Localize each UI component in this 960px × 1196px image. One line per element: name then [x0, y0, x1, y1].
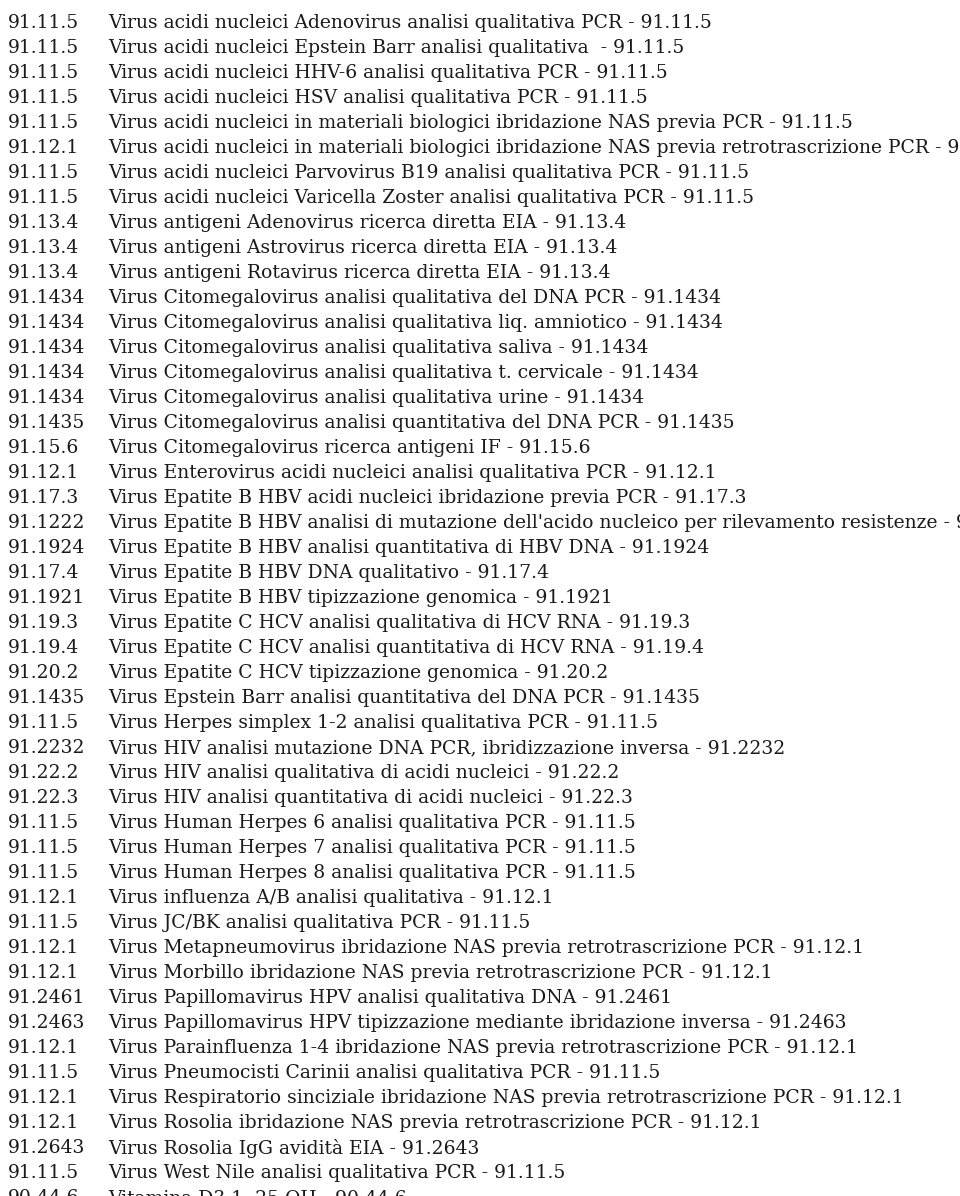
Text: 91.17.4: 91.17.4	[8, 565, 80, 582]
Text: 91.12.1: 91.12.1	[8, 1113, 80, 1131]
Text: Virus Parainfluenza 1-4 ibridazione NAS previa retrotrascrizione PCR - 91.12.1: Virus Parainfluenza 1-4 ibridazione NAS …	[108, 1039, 858, 1057]
Text: 91.12.1: 91.12.1	[8, 139, 80, 157]
Text: Virus Pneumocisti Carinii analisi qualitativa PCR - 91.11.5: Virus Pneumocisti Carinii analisi qualit…	[108, 1064, 660, 1082]
Text: 91.12.1: 91.12.1	[8, 464, 80, 482]
Text: Virus Enterovirus acidi nucleici analisi qualitativa PCR - 91.12.1: Virus Enterovirus acidi nucleici analisi…	[108, 464, 716, 482]
Text: Virus Epatite B HBV DNA qualitativo - 91.17.4: Virus Epatite B HBV DNA qualitativo - 91…	[108, 565, 549, 582]
Text: 91.1924: 91.1924	[8, 539, 85, 557]
Text: 91.11.5: 91.11.5	[8, 840, 80, 858]
Text: 91.22.2: 91.22.2	[8, 764, 80, 782]
Text: 91.2461: 91.2461	[8, 989, 85, 1007]
Text: 91.1222: 91.1222	[8, 514, 85, 532]
Text: Virus acidi nucleici Adenovirus analisi qualitativa PCR - 91.11.5: Virus acidi nucleici Adenovirus analisi …	[108, 14, 712, 32]
Text: 91.12.1: 91.12.1	[8, 1039, 80, 1057]
Text: Virus Citomegalovirus analisi qualitativa saliva - 91.1434: Virus Citomegalovirus analisi qualitativ…	[108, 338, 648, 356]
Text: 91.1434: 91.1434	[8, 315, 85, 332]
Text: 91.11.5: 91.11.5	[8, 864, 80, 881]
Text: Virus Rosolia IgG avidità EIA - 91.2643: Virus Rosolia IgG avidità EIA - 91.2643	[108, 1139, 479, 1158]
Text: 91.1434: 91.1434	[8, 364, 85, 382]
Text: 91.13.4: 91.13.4	[8, 214, 80, 232]
Text: Virus Herpes simplex 1-2 analisi qualitativa PCR - 91.11.5: Virus Herpes simplex 1-2 analisi qualita…	[108, 714, 659, 732]
Text: 91.2643: 91.2643	[8, 1139, 85, 1157]
Text: Virus Morbillo ibridazione NAS previa retrotrascrizione PCR - 91.12.1: Virus Morbillo ibridazione NAS previa re…	[108, 964, 773, 982]
Text: 91.12.1: 91.12.1	[8, 939, 80, 957]
Text: Virus acidi nucleici HHV-6 analisi qualitativa PCR - 91.11.5: Virus acidi nucleici HHV-6 analisi quali…	[108, 65, 668, 83]
Text: 91.15.6: 91.15.6	[8, 439, 80, 457]
Text: 91.12.1: 91.12.1	[8, 889, 80, 907]
Text: 91.2463: 91.2463	[8, 1014, 85, 1032]
Text: Virus Metapneumovirus ibridazione NAS previa retrotrascrizione PCR - 91.12.1: Virus Metapneumovirus ibridazione NAS pr…	[108, 939, 864, 957]
Text: Virus HIV analisi quantitativa di acidi nucleici - 91.22.3: Virus HIV analisi quantitativa di acidi …	[108, 789, 633, 807]
Text: Virus acidi nucleici in materiali biologici ibridazione NAS previa retrotrascriz: Virus acidi nucleici in materiali biolog…	[108, 139, 960, 157]
Text: Virus Epatite B HBV tipizzazione genomica - 91.1921: Virus Epatite B HBV tipizzazione genomic…	[108, 588, 612, 608]
Text: Virus Citomegalovirus ricerca antigeni IF - 91.15.6: Virus Citomegalovirus ricerca antigeni I…	[108, 439, 590, 457]
Text: 91.1921: 91.1921	[8, 588, 85, 608]
Text: Virus Human Herpes 6 analisi qualitativa PCR - 91.11.5: Virus Human Herpes 6 analisi qualitativa…	[108, 814, 636, 832]
Text: 91.12.1: 91.12.1	[8, 964, 80, 982]
Text: Virus Epatite C HCV analisi quantitativa di HCV RNA - 91.19.4: Virus Epatite C HCV analisi quantitativa…	[108, 639, 704, 657]
Text: Virus Epstein Barr analisi quantitativa del DNA PCR - 91.1435: Virus Epstein Barr analisi quantitativa …	[108, 689, 700, 707]
Text: 91.22.3: 91.22.3	[8, 789, 80, 807]
Text: Virus antigeni Rotavirus ricerca diretta EIA - 91.13.4: Virus antigeni Rotavirus ricerca diretta…	[108, 264, 611, 282]
Text: 91.11.5: 91.11.5	[8, 814, 80, 832]
Text: Virus Human Herpes 8 analisi qualitativa PCR - 91.11.5: Virus Human Herpes 8 analisi qualitativa…	[108, 864, 636, 881]
Text: 91.11.5: 91.11.5	[8, 14, 80, 32]
Text: 91.11.5: 91.11.5	[8, 89, 80, 106]
Text: 91.11.5: 91.11.5	[8, 164, 80, 182]
Text: Virus Citomegalovirus analisi qualitativa t. cervicale - 91.1434: Virus Citomegalovirus analisi qualitativ…	[108, 364, 699, 382]
Text: 91.1434: 91.1434	[8, 289, 85, 307]
Text: 91.11.5: 91.11.5	[8, 1064, 80, 1082]
Text: Virus Citomegalovirus analisi qualitativa del DNA PCR - 91.1434: Virus Citomegalovirus analisi qualitativ…	[108, 289, 721, 307]
Text: 91.17.3: 91.17.3	[8, 489, 80, 507]
Text: Virus Epatite C HCV analisi qualitativa di HCV RNA - 91.19.3: Virus Epatite C HCV analisi qualitativa …	[108, 614, 690, 631]
Text: Virus Citomegalovirus analisi qualitativa liq. amniotico - 91.1434: Virus Citomegalovirus analisi qualitativ…	[108, 315, 723, 332]
Text: 91.12.1: 91.12.1	[8, 1090, 80, 1107]
Text: Virus influenza A/B analisi qualitativa - 91.12.1: Virus influenza A/B analisi qualitativa …	[108, 889, 554, 907]
Text: 91.11.5: 91.11.5	[8, 65, 80, 83]
Text: 91.11.5: 91.11.5	[8, 189, 80, 207]
Text: 91.11.5: 91.11.5	[8, 39, 80, 57]
Text: Virus Rosolia ibridazione NAS previa retrotrascrizione PCR - 91.12.1: Virus Rosolia ibridazione NAS previa ret…	[108, 1113, 761, 1131]
Text: Virus acidi nucleici Epstein Barr analisi qualitativa  - 91.11.5: Virus acidi nucleici Epstein Barr analis…	[108, 39, 684, 57]
Text: 91.1435: 91.1435	[8, 689, 85, 707]
Text: Virus Papillomavirus HPV analisi qualitativa DNA - 91.2461: Virus Papillomavirus HPV analisi qualita…	[108, 989, 672, 1007]
Text: Virus acidi nucleici HSV analisi qualitativa PCR - 91.11.5: Virus acidi nucleici HSV analisi qualita…	[108, 89, 648, 106]
Text: 91.13.4: 91.13.4	[8, 239, 80, 257]
Text: Virus acidi nucleici Varicella Zoster analisi qualitativa PCR - 91.11.5: Virus acidi nucleici Varicella Zoster an…	[108, 189, 755, 207]
Text: Virus Human Herpes 7 analisi qualitativa PCR - 91.11.5: Virus Human Herpes 7 analisi qualitativa…	[108, 840, 636, 858]
Text: 91.19.3: 91.19.3	[8, 614, 79, 631]
Text: 91.1434: 91.1434	[8, 338, 85, 356]
Text: 90.44.6: 90.44.6	[8, 1189, 80, 1196]
Text: Virus Epatite B HBV analisi quantitativa di HBV DNA - 91.1924: Virus Epatite B HBV analisi quantitativa…	[108, 539, 709, 557]
Text: 91.11.5: 91.11.5	[8, 914, 80, 932]
Text: Virus Citomegalovirus analisi qualitativa urine - 91.1434: Virus Citomegalovirus analisi qualitativ…	[108, 389, 644, 407]
Text: Virus HIV analisi mutazione DNA PCR, ibridizzazione inversa - 91.2232: Virus HIV analisi mutazione DNA PCR, ibr…	[108, 739, 785, 757]
Text: 91.1435: 91.1435	[8, 414, 85, 432]
Text: Vitamina D3 1, 25 OH - 90.44.6: Vitamina D3 1, 25 OH - 90.44.6	[108, 1189, 407, 1196]
Text: 91.1434: 91.1434	[8, 389, 85, 407]
Text: 91.2232: 91.2232	[8, 739, 85, 757]
Text: Virus HIV analisi qualitativa di acidi nucleici - 91.22.2: Virus HIV analisi qualitativa di acidi n…	[108, 764, 619, 782]
Text: Virus antigeni Astrovirus ricerca diretta EIA - 91.13.4: Virus antigeni Astrovirus ricerca dirett…	[108, 239, 617, 257]
Text: Virus acidi nucleici Parvovirus B19 analisi qualitativa PCR - 91.11.5: Virus acidi nucleici Parvovirus B19 anal…	[108, 164, 749, 182]
Text: Virus West Nile analisi qualitativa PCR - 91.11.5: Virus West Nile analisi qualitativa PCR …	[108, 1164, 565, 1182]
Text: Virus Respiratorio sinciziale ibridazione NAS previa retrotrascrizione PCR - 91.: Virus Respiratorio sinciziale ibridazion…	[108, 1090, 903, 1107]
Text: Virus acidi nucleici in materiali biologici ibridazione NAS previa PCR - 91.11.5: Virus acidi nucleici in materiali biolog…	[108, 114, 852, 132]
Text: Virus antigeni Adenovirus ricerca diretta EIA - 91.13.4: Virus antigeni Adenovirus ricerca dirett…	[108, 214, 626, 232]
Text: 91.20.2: 91.20.2	[8, 664, 80, 682]
Text: Virus Epatite C HCV tipizzazione genomica - 91.20.2: Virus Epatite C HCV tipizzazione genomic…	[108, 664, 609, 682]
Text: Virus Epatite B HBV acidi nucleici ibridazione previa PCR - 91.17.3: Virus Epatite B HBV acidi nucleici ibrid…	[108, 489, 747, 507]
Text: 91.19.4: 91.19.4	[8, 639, 80, 657]
Text: Virus Epatite B HBV analisi di mutazione dell'acido nucleico per rilevamento res: Virus Epatite B HBV analisi di mutazione…	[108, 514, 960, 532]
Text: Virus JC/BK analisi qualitativa PCR - 91.11.5: Virus JC/BK analisi qualitativa PCR - 91…	[108, 914, 530, 932]
Text: 91.11.5: 91.11.5	[8, 714, 80, 732]
Text: Virus Papillomavirus HPV tipizzazione mediante ibridazione inversa - 91.2463: Virus Papillomavirus HPV tipizzazione me…	[108, 1014, 847, 1032]
Text: 91.11.5: 91.11.5	[8, 114, 80, 132]
Text: 91.11.5: 91.11.5	[8, 1164, 80, 1182]
Text: 91.13.4: 91.13.4	[8, 264, 80, 282]
Text: Virus Citomegalovirus analisi quantitativa del DNA PCR - 91.1435: Virus Citomegalovirus analisi quantitati…	[108, 414, 734, 432]
